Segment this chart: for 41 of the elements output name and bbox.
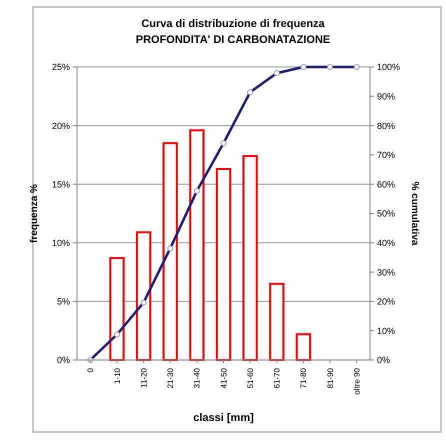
bar bbox=[216, 168, 232, 361]
y-tick-label: 0% bbox=[56, 355, 70, 366]
y-tick-label: 15% bbox=[52, 179, 70, 190]
chart-subtitle: PROFONDITA' DI CARBONATAZIONE bbox=[136, 34, 330, 46]
x-tick-label: 1-10 bbox=[112, 367, 122, 384]
y-axis-title: frequenza % bbox=[29, 184, 40, 243]
y2-tick-label: 90% bbox=[377, 91, 396, 102]
bar bbox=[296, 333, 312, 361]
bar bbox=[189, 129, 205, 361]
x-tick-label: 11-20 bbox=[139, 367, 148, 388]
y-tick-label: 10% bbox=[52, 238, 70, 248]
bar bbox=[269, 282, 284, 361]
bar bbox=[242, 155, 258, 361]
y2-tick-label: 60% bbox=[377, 179, 396, 190]
x-tick-label: 41-50 bbox=[219, 367, 228, 388]
x-axis-title: classi [mm] bbox=[193, 412, 254, 424]
y-tick-label: 25% bbox=[52, 62, 70, 72]
x-tick-label: 81-90 bbox=[326, 367, 335, 388]
y2-axis-title: % cumulativa bbox=[409, 182, 420, 246]
x-tick-label: 71-80 bbox=[299, 367, 308, 388]
y2-tick-label: 80% bbox=[377, 120, 396, 131]
bar bbox=[109, 257, 125, 361]
y2-tick-label: 70% bbox=[377, 150, 396, 160]
y2-tick-label: 30% bbox=[377, 267, 396, 278]
x-tick-label: 0 bbox=[86, 367, 96, 372]
y2-tick-label: 20% bbox=[377, 296, 396, 307]
y2-tick-label: 40% bbox=[377, 238, 396, 248]
bar bbox=[162, 142, 178, 361]
bar bbox=[136, 231, 152, 361]
y2-tick-label: 0% bbox=[377, 355, 390, 366]
y2-tick-label: 100% bbox=[377, 62, 400, 72]
x-tick-label: 31-40 bbox=[192, 367, 202, 388]
x-tick-label: oltre 90 bbox=[352, 367, 362, 395]
x-tick-label: 61-70 bbox=[272, 367, 282, 388]
x-tick-label: 51-60 bbox=[246, 367, 255, 388]
y-tick-label: 5% bbox=[56, 296, 70, 307]
y2-tick-label: 50% bbox=[377, 208, 396, 219]
x-tick-label: 21-30 bbox=[166, 367, 176, 388]
chart-title: Curva di distribuzione di frequenza bbox=[141, 18, 326, 30]
y-tick-label: 20% bbox=[52, 120, 70, 131]
y2-tick-label: 10% bbox=[377, 326, 396, 336]
